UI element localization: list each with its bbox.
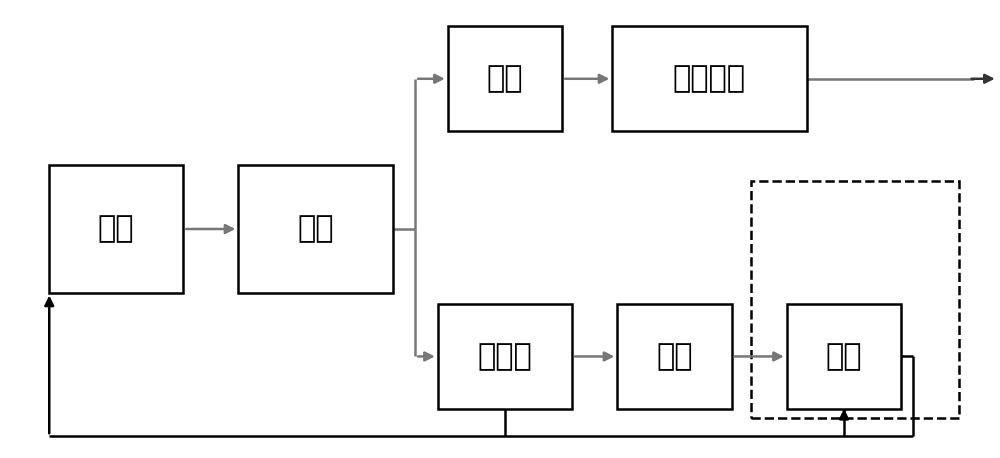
Text: 下一流程: 下一流程 bbox=[673, 64, 746, 93]
Bar bbox=[751, 181, 959, 418]
Bar bbox=[49, 165, 183, 293]
Bar bbox=[617, 304, 732, 409]
Bar bbox=[238, 165, 393, 293]
Text: 不合格: 不合格 bbox=[478, 342, 532, 371]
Text: 合格: 合格 bbox=[487, 64, 523, 93]
Text: 测试: 测试 bbox=[297, 214, 334, 244]
Text: 整改: 整改 bbox=[826, 342, 862, 371]
Bar bbox=[612, 27, 807, 131]
Bar bbox=[787, 304, 901, 409]
Text: 样品: 样品 bbox=[98, 214, 134, 244]
Bar bbox=[438, 304, 572, 409]
Text: 诊断: 诊断 bbox=[656, 342, 693, 371]
Bar bbox=[448, 27, 562, 131]
